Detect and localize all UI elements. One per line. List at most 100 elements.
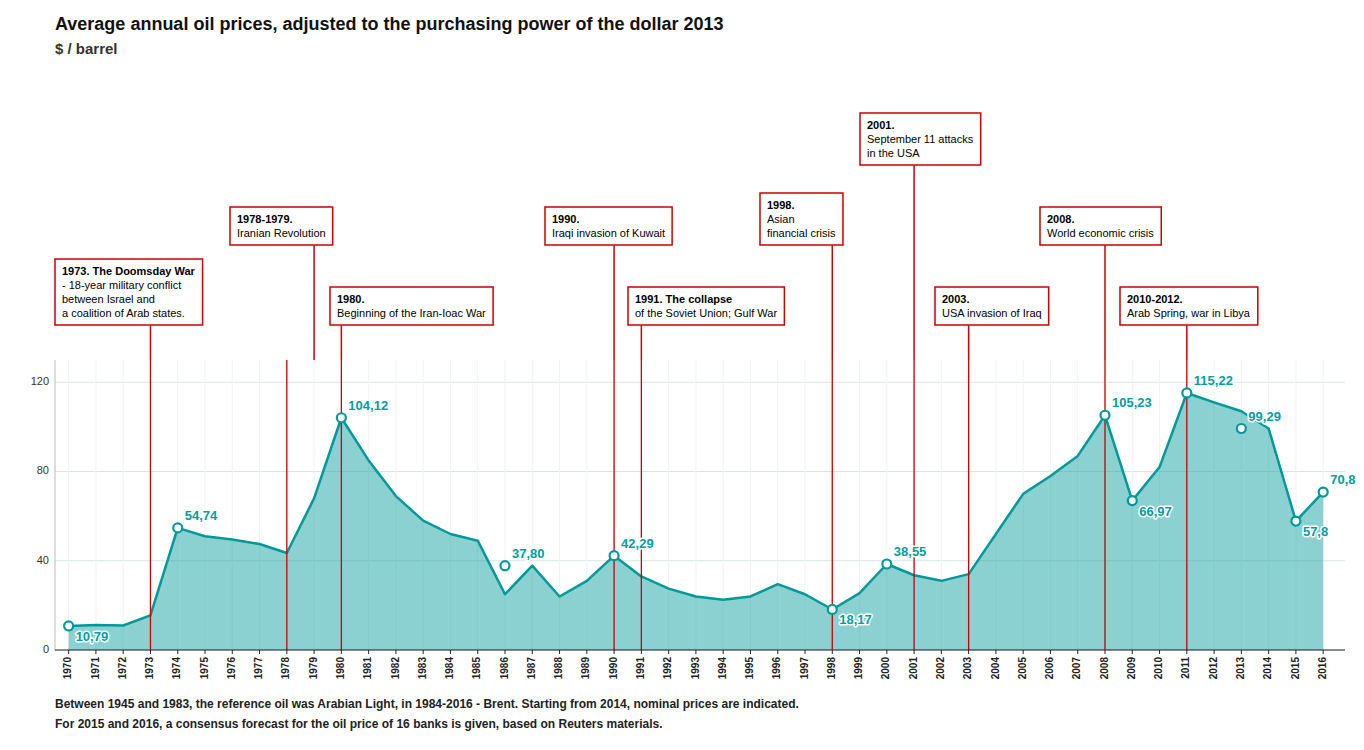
labeled-point [501, 561, 510, 570]
annotation-text: Iraqi invasion of Kuwait [552, 227, 665, 239]
x-tick [668, 650, 669, 654]
x-tick [450, 650, 451, 654]
x-tick-label: 1982 [390, 657, 401, 680]
annotation-box [760, 193, 843, 245]
x-grid-line [641, 360, 642, 650]
x-grid-line [968, 360, 969, 650]
annotation-box [330, 287, 493, 325]
data-label: 54,74 [185, 508, 218, 523]
x-tick-label: 1992 [662, 657, 673, 680]
x-tick [968, 650, 969, 654]
x-tick [1105, 650, 1106, 654]
annotation-box [1120, 287, 1258, 325]
event-line [286, 360, 287, 650]
labeled-point [1319, 488, 1328, 497]
x-tick [586, 650, 587, 654]
event-line [913, 360, 914, 650]
x-tick [995, 650, 996, 654]
x-tick [832, 650, 833, 654]
labeled-point [1128, 496, 1137, 505]
y-grid-line [55, 382, 1345, 383]
x-tick [805, 650, 806, 654]
annotation-text: USA invasion of Iraq [942, 307, 1042, 319]
annotation-text: a coalition of Arab states. [62, 307, 185, 319]
y-tick-label: 40 [37, 554, 49, 566]
y-grid-line [55, 650, 1345, 651]
x-tick [1023, 650, 1024, 654]
footnote: For 2015 and 2016, a consensus forecast … [55, 717, 663, 731]
x-tick-label: 1978 [280, 657, 291, 680]
annotation-connector [613, 245, 615, 360]
x-tick [205, 650, 206, 654]
x-tick-label: 1979 [308, 657, 319, 680]
annotation: 2008.World economic crisis [1040, 207, 1161, 245]
x-tick-label: 1977 [253, 657, 264, 680]
annotation-text: between Israel and [62, 293, 155, 305]
x-tick-label: 2007 [1071, 657, 1082, 680]
annotation-box [545, 207, 672, 245]
x-tick-label: 1983 [417, 657, 428, 680]
x-tick-label: 1975 [199, 657, 210, 680]
x-tick [1186, 650, 1187, 654]
event-line [968, 360, 969, 650]
x-tick-label: 1986 [499, 657, 510, 680]
data-label: 42,29 [621, 536, 654, 551]
annotation-text: 2003. [942, 293, 970, 305]
x-tick [368, 650, 369, 654]
annotation-connector [150, 325, 152, 360]
x-grid-line [286, 360, 287, 650]
x-grid-line [614, 360, 615, 650]
annotation-connector [313, 245, 315, 360]
annotation-text: 1998. [767, 199, 795, 211]
x-grid-line [914, 360, 915, 650]
annotation: 1990.Iraqi invasion of Kuwait [545, 207, 672, 245]
x-tick-label: 2008 [1099, 657, 1110, 680]
x-tick [95, 650, 96, 654]
x-tick-label: 1998 [826, 657, 837, 680]
annotation-text: World economic crisis [1047, 227, 1154, 239]
x-grid-line [68, 360, 69, 650]
y-tick-label: 0 [43, 643, 49, 655]
x-tick-label: 2015 [1290, 657, 1301, 680]
annotation-connector [1186, 325, 1188, 360]
annotation-text: 2010-2012. [1127, 293, 1183, 305]
x-tick-label: 1973 [144, 657, 155, 680]
event-line [1186, 360, 1187, 650]
x-tick-label: 2012 [1208, 657, 1219, 680]
x-grid-line [1105, 360, 1106, 650]
x-tick [1323, 650, 1324, 654]
x-tick [177, 650, 178, 654]
x-tick [1268, 650, 1269, 654]
x-grid-line [150, 360, 151, 650]
x-tick [341, 650, 342, 654]
x-tick [1050, 650, 1051, 654]
x-grid-line [95, 360, 96, 650]
x-tick [1214, 650, 1215, 654]
y-grid-line [55, 471, 1345, 472]
x-tick-label: 1985 [471, 657, 482, 680]
data-label: 104,12 [348, 398, 388, 413]
x-tick [395, 650, 396, 654]
plot-data [64, 360, 1328, 650]
x-tick-label: 1987 [526, 657, 537, 680]
annotation: 2001.September 11 attacksin the USA [860, 113, 981, 165]
x-grid-line [1186, 360, 1187, 650]
x-tick [286, 650, 287, 654]
x-tick [68, 650, 69, 654]
annotation-text: 1973. The Doomsday War [62, 265, 196, 277]
x-tick-label: 1997 [799, 657, 810, 680]
annotation-text: Beginning of the Iran-Ioac War [337, 307, 486, 319]
data-label: 10,79 [76, 629, 109, 644]
x-tick-label: 1984 [444, 657, 455, 680]
x-tick-label: 2014 [1262, 657, 1273, 680]
x-tick-label: 2003 [962, 657, 973, 680]
x-tick [1159, 650, 1160, 654]
x-tick [505, 650, 506, 654]
axes: 0408012019701971197219731974197519761977… [31, 360, 1345, 679]
subtitle: $ / barrel [55, 40, 118, 57]
x-tick-label: 2013 [1235, 657, 1246, 680]
annotation: 2003. USA invasion of Iraq [935, 287, 1049, 325]
annotation: 1973. The Doomsday War- 18-year military… [55, 259, 203, 325]
data-label: 105,23 [1112, 395, 1152, 410]
data-label: 57,8 [1303, 524, 1328, 539]
